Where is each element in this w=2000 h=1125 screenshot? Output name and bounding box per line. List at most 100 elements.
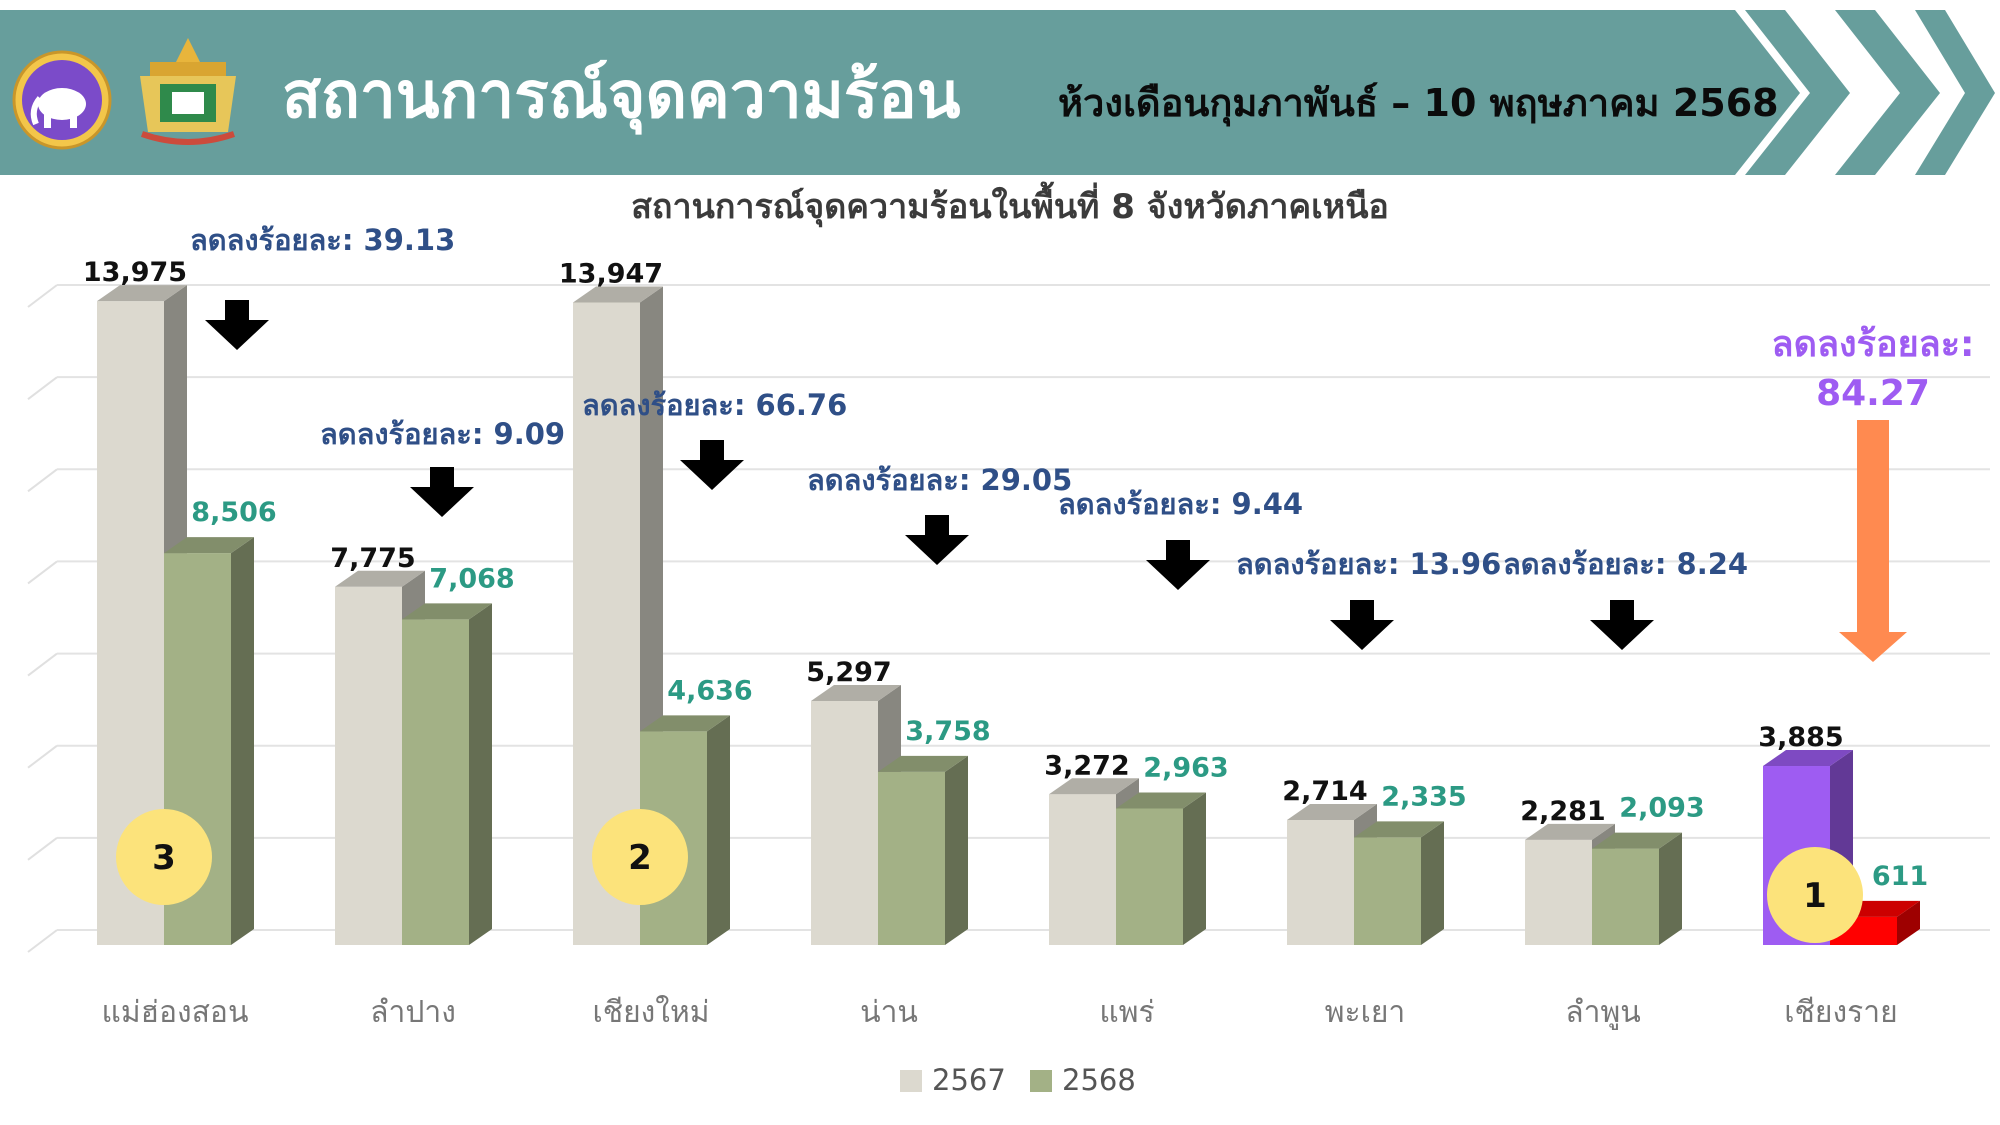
value-labels: 13,975 8,506 แม่ฮ่องสอน 7,775 7,068 ลำปาง 13,9… [83,257,1928,1030]
bar-2568-6-top [1592,832,1682,849]
bar-2567-5 [1287,803,1377,945]
bar-2568-4 [1116,792,1206,945]
agency-logo [12,50,112,150]
bar-2567-7 [1763,750,1853,945]
bar-2567-1-front [335,586,402,945]
value-label-2568: 7,068 [429,563,514,594]
decrease-label: ลดลงร้อยละ: 9.44 [1058,487,1303,521]
bar-2567-3-front [811,700,878,945]
bar-2567-2 [573,286,663,945]
x-tick-label: พะเยา [1325,995,1406,1030]
value-label-2568: 2,335 [1381,781,1466,812]
gridlines [27,284,1990,953]
bar-2568-3-side [945,755,968,945]
bar-2567-3-top [811,684,901,701]
bar-2567-2-front [573,302,640,945]
bar-2567-0-front [97,301,164,945]
bar-2567-2-side [640,286,663,945]
bar-2567-4-front [1049,794,1116,945]
bar-2568-1-top [402,603,492,620]
bar-2567-0 [97,285,187,945]
banner-chevron-1 [1745,10,1850,175]
bar-2568-0-front [164,553,231,945]
x-tick-label: เชียงราย [1784,995,1897,1030]
value-label-2568: 4,636 [667,675,752,706]
bar-2568-1 [402,603,492,945]
x-tick-label: แม่ฮ่องสอน [102,995,249,1030]
bar-2568-1-side [469,603,492,945]
bar-2568-4-front [1116,808,1183,945]
rank-badge [592,809,688,905]
bar-2567-0-top [97,285,187,302]
value-label-2567: 3,885 [1758,722,1843,753]
bar-2568-6-front [1592,848,1659,945]
bar-2567-7-side [1830,750,1853,945]
bar-2568-5-front [1354,837,1421,945]
legend: 2567 2568 [900,1063,1136,1097]
bar-2567-6 [1525,823,1615,945]
gridline-diagonal [27,468,58,493]
bar-2567-7-top [1763,750,1853,767]
bar-2567-3 [811,684,901,945]
bar-2567-6-side [1592,823,1615,945]
bar-2568-0-side [231,537,254,945]
value-label-2568: 8,506 [191,497,276,528]
bar-2568-4-top [1116,792,1206,809]
bar-2568-5-top [1354,821,1444,838]
bar-2568-1-front [402,619,469,945]
annotations: ลดลงร้อยละ: 39.13 ลดลงร้อยละ: 9.09 ลดลงร้อ… [116,223,1974,943]
bar-2568-0-top [164,537,254,554]
value-label-2567: 13,947 [559,258,663,289]
banner-subtitle: ห้วงเดือนกุมภาพันธ์ – 10 พฤษภาคม 2568 [1058,81,1779,127]
bar-2567-6-front [1525,839,1592,945]
value-label-2567: 3,272 [1044,750,1129,781]
bar-2568-2-side [707,715,730,945]
legend-label-2568: 2568 [1062,1063,1136,1097]
bar-2568-2-front [640,731,707,945]
decrease-label: ลดลงร้อยละ: 13.96 [1236,547,1501,581]
banner-background [0,10,1800,175]
x-tick-label: น่าน [860,995,918,1030]
bar-2568-7-front [1830,916,1897,945]
bar-2568-7 [1830,900,1920,945]
bar-2567-1-side [402,570,425,945]
bar-2567-3-side [878,684,901,945]
bar-2567-0-side [164,285,187,945]
gridline-diagonal [27,376,58,400]
bar-2568-2 [640,715,730,945]
x-tick-label: เชียงใหม่ [592,995,709,1030]
value-label-2568: 2,963 [1143,752,1228,783]
bar-2568-7-top [1830,900,1920,917]
bar-2567-2-top [573,286,663,303]
down-arrow-icon [1330,600,1394,650]
bar-2568-3-front [878,771,945,945]
bar-2567-5-front [1287,819,1354,945]
rank-badge [1767,847,1863,943]
decrease-label: ลดลงร้อยละ: 29.05 [807,463,1072,497]
decrease-label: ลดลงร้อยละ: 66.76 [582,388,847,422]
bar-2568-2-top [640,715,730,732]
legend-swatch-2568 [1030,1070,1052,1092]
value-label-2568: 611 [1872,861,1928,892]
value-label-2567: 2,281 [1520,796,1605,827]
banner-chevron-2 [1835,10,1940,175]
bar-2568-6 [1592,832,1682,945]
value-label-2567: 13,975 [83,257,187,288]
bar-2567-7-front [1763,766,1830,945]
rank-badge-number: 2 [628,838,652,878]
x-tick-label: ลำพูน [1565,995,1641,1030]
bar-2568-0 [164,537,254,945]
x-tick-label: ลำปาง [370,995,456,1030]
legend-swatch-2567 [900,1070,922,1092]
banner-chevron-3 [1915,10,1995,175]
highlight-decrease-label: ลดลงร้อยละ: [1772,324,1975,365]
decrease-label: ลดลงร้อยละ: 9.09 [320,417,565,451]
down-arrow-icon [1590,600,1654,650]
down-arrow-icon [410,467,474,517]
down-arrow-icon [905,515,969,565]
chart-title: สถานการณ์จุดความร้อนในพื้นที่ 8 จังหวัดภ… [631,181,1389,228]
bar-2568-4-side [1183,792,1206,945]
bar-2567-5-top [1287,803,1377,820]
value-label-2567: 7,775 [330,543,415,574]
rank-badge-number: 3 [152,838,176,878]
